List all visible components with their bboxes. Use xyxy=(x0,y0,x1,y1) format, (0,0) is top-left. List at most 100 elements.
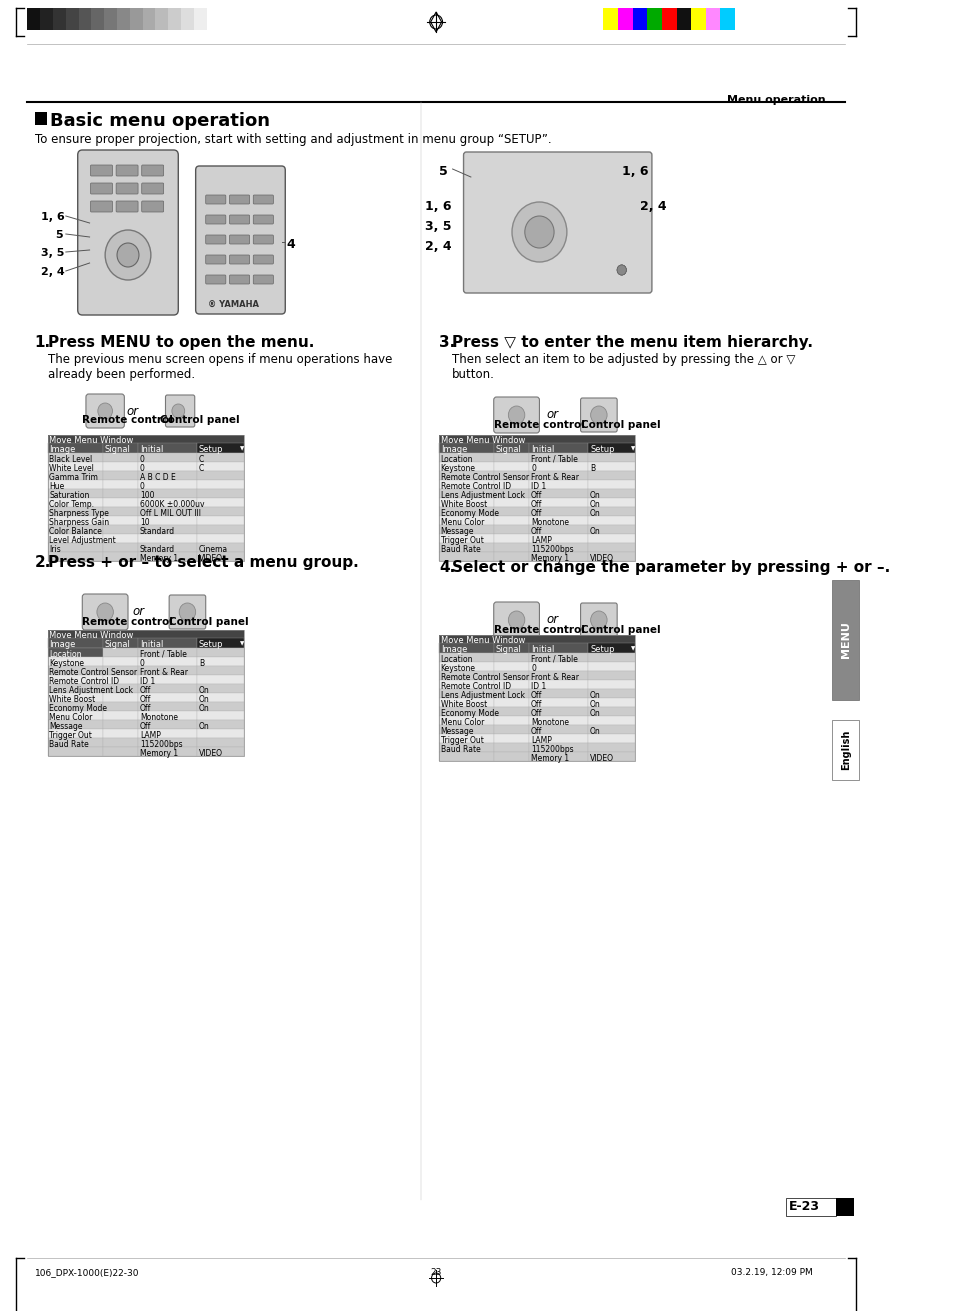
Bar xyxy=(529,552,588,561)
Text: ▼: ▼ xyxy=(239,446,244,451)
Bar xyxy=(48,507,103,517)
Bar xyxy=(831,579,859,700)
Text: Press + or – to select a menu group.: Press + or – to select a menu group. xyxy=(48,555,358,570)
Bar xyxy=(529,743,588,753)
Bar xyxy=(529,734,588,743)
Bar xyxy=(494,662,529,671)
FancyBboxPatch shape xyxy=(91,184,112,194)
Bar xyxy=(196,498,244,507)
Bar xyxy=(138,675,196,684)
Bar xyxy=(48,435,244,561)
FancyBboxPatch shape xyxy=(116,184,138,194)
Text: Control panel: Control panel xyxy=(169,617,249,627)
FancyBboxPatch shape xyxy=(230,256,250,264)
Bar xyxy=(138,648,196,657)
Text: Initial: Initial xyxy=(531,444,554,454)
Bar xyxy=(48,480,103,489)
Bar xyxy=(494,543,529,552)
Bar xyxy=(438,653,494,662)
Bar xyxy=(438,707,494,716)
Bar xyxy=(529,725,588,734)
Text: 3, 5: 3, 5 xyxy=(41,248,65,258)
Bar xyxy=(438,680,494,690)
Text: 115200bps: 115200bps xyxy=(140,739,182,749)
Text: 03.2.19, 12:09 PM: 03.2.19, 12:09 PM xyxy=(731,1268,812,1277)
Bar xyxy=(48,657,103,666)
Bar xyxy=(207,8,219,30)
Bar xyxy=(588,552,635,561)
Bar xyxy=(494,461,529,471)
Text: C: C xyxy=(198,455,204,464)
Bar xyxy=(48,711,103,720)
Bar xyxy=(588,642,635,653)
Text: 106_DPX-1000(E)22-30: 106_DPX-1000(E)22-30 xyxy=(34,1268,139,1277)
Text: Signal: Signal xyxy=(104,640,131,649)
Bar xyxy=(831,720,859,780)
FancyBboxPatch shape xyxy=(230,195,250,205)
Bar xyxy=(53,8,66,30)
Bar xyxy=(103,657,138,666)
Bar xyxy=(529,498,588,507)
Bar xyxy=(494,471,529,480)
Bar xyxy=(603,8,618,30)
Bar xyxy=(529,543,588,552)
Text: or: or xyxy=(126,405,138,418)
Bar xyxy=(588,662,635,671)
Text: E-23: E-23 xyxy=(788,1200,820,1213)
Bar xyxy=(103,552,138,561)
Bar xyxy=(529,524,588,534)
Bar xyxy=(103,489,138,498)
Text: Remote control: Remote control xyxy=(82,416,173,425)
Text: Move Menu Window: Move Menu Window xyxy=(440,437,524,444)
Text: Message: Message xyxy=(440,527,474,535)
Bar xyxy=(588,507,635,517)
Text: ID 1: ID 1 xyxy=(531,682,546,691)
Bar xyxy=(117,8,130,30)
Bar xyxy=(48,720,103,729)
Text: Off: Off xyxy=(531,509,542,518)
Text: Front & Rear: Front & Rear xyxy=(531,673,578,682)
Bar xyxy=(196,471,244,480)
Text: Front / Table: Front / Table xyxy=(531,455,578,464)
Text: Off: Off xyxy=(140,695,151,704)
Text: Press ▽ to enter the menu item hierarchy.: Press ▽ to enter the menu item hierarchy… xyxy=(451,336,812,350)
Text: Off: Off xyxy=(140,721,151,730)
Text: 2, 4: 2, 4 xyxy=(41,267,65,277)
Bar xyxy=(168,8,181,30)
FancyBboxPatch shape xyxy=(206,256,226,264)
Text: 100: 100 xyxy=(140,490,154,499)
Bar xyxy=(438,461,494,471)
Bar xyxy=(138,461,196,471)
Bar xyxy=(438,697,494,707)
Text: Off: Off xyxy=(531,527,542,535)
Bar xyxy=(529,680,588,690)
Bar xyxy=(196,461,244,471)
Bar xyxy=(529,454,588,461)
Text: Image: Image xyxy=(440,444,467,454)
Bar xyxy=(588,471,635,480)
Text: ▼: ▼ xyxy=(239,641,244,646)
Text: Front & Rear: Front & Rear xyxy=(531,472,578,481)
Text: or: or xyxy=(546,614,558,625)
Bar xyxy=(48,517,103,524)
Text: Memory 1: Memory 1 xyxy=(140,553,178,562)
Bar xyxy=(438,435,635,561)
Bar xyxy=(438,725,494,734)
Bar xyxy=(103,684,138,694)
Text: Color Temp.: Color Temp. xyxy=(50,499,94,509)
Bar xyxy=(138,738,196,747)
Bar xyxy=(494,524,529,534)
Bar xyxy=(588,680,635,690)
Bar xyxy=(48,534,103,543)
Text: 6000K ±0.000uv: 6000K ±0.000uv xyxy=(140,499,204,509)
Text: White Boost: White Boost xyxy=(440,700,486,708)
Circle shape xyxy=(617,265,626,275)
Text: Lens Adjustment Lock: Lens Adjustment Lock xyxy=(50,686,133,695)
Bar xyxy=(529,461,588,471)
Bar xyxy=(66,8,78,30)
Bar xyxy=(588,480,635,489)
FancyBboxPatch shape xyxy=(580,603,617,637)
Bar xyxy=(588,454,635,461)
Bar xyxy=(48,631,244,756)
Text: On: On xyxy=(198,721,210,730)
